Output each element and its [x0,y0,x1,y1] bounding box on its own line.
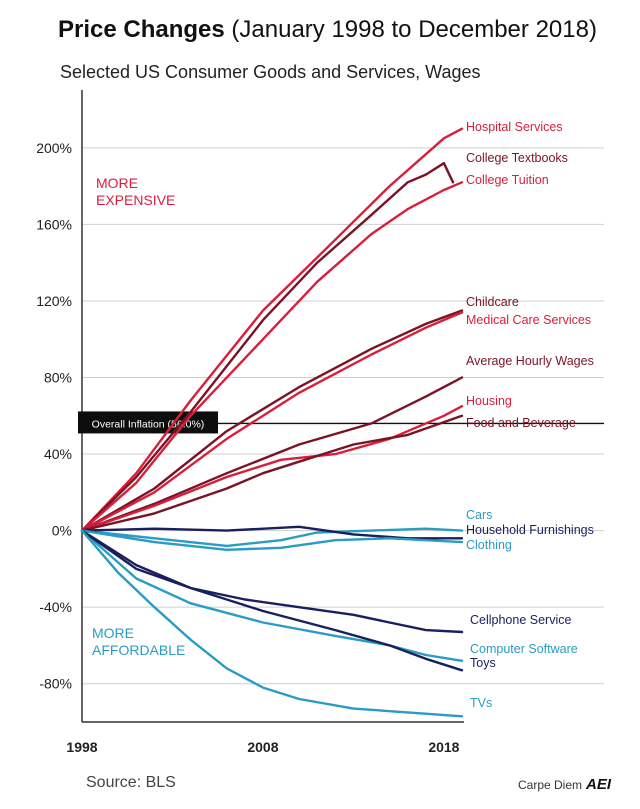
series-line [80,414,464,532]
y-tick-label: -40% [39,599,72,615]
inflation-label-box [78,411,218,434]
brand-credit: Carpe Diem AEI [518,776,611,793]
series-label: Housing [466,394,512,408]
x-tick-label: 1998 [66,739,97,755]
series-line [80,529,464,634]
series-line [80,309,464,532]
series-line [80,376,464,532]
series-label: Cars [466,508,492,522]
series-label: TVs [470,696,492,710]
y-tick-label: 200% [36,140,72,156]
y-tick-label: 80% [44,370,72,386]
chart-title-bold: Price Changes [58,16,225,43]
series-label: Cellphone Service [470,613,571,627]
series-label: Food and Beverage [466,416,576,430]
series-label: Average Hourly Wages [466,354,594,368]
series-line [80,311,464,532]
annotation-more-affordable: MORE [92,625,134,641]
series-label: College Tuition [466,173,549,187]
y-tick-label: 0% [52,523,72,539]
series-label: College Textbooks [466,151,568,165]
x-tick-label: 2008 [247,739,278,755]
y-tick-label: 120% [36,293,72,309]
series-label: Hospital Services [466,120,563,134]
series-line [80,127,464,532]
series-label: Medical Care Services [466,313,591,327]
y-tick-label: -80% [39,676,72,692]
y-tick-label: 40% [44,446,72,462]
aei-logo: AEI [586,776,612,793]
chart-subtitle: Selected US Consumer Goods and Services,… [60,62,481,82]
brand-name: Carpe Diem [518,778,583,792]
annotation-more-expensive: EXPENSIVE [96,192,175,208]
series-line [80,529,464,672]
annotation-more-expensive: MORE [96,175,138,191]
chart-title-rest: (January 1998 to December 2018) [224,16,597,43]
series-label: Toys [470,656,496,670]
series-line [80,162,455,532]
series-line [80,527,464,548]
series-line [80,405,464,532]
series-line [80,529,464,718]
y-tick-label: 160% [36,216,72,232]
series-line [80,529,464,551]
series-line [80,181,464,532]
series-label: Computer Software [470,642,578,656]
series-label: Household Furnishings [466,523,594,537]
source-note: Source: BLS [86,774,176,791]
series-label: Clothing [466,538,512,552]
series-label: Childcare [466,295,519,309]
chart-title: Price Changes (January 1998 to December … [58,16,597,44]
series-line [80,529,464,662]
annotation-more-affordable: AFFORDABLE [92,642,185,658]
x-tick-label: 2018 [428,739,459,755]
